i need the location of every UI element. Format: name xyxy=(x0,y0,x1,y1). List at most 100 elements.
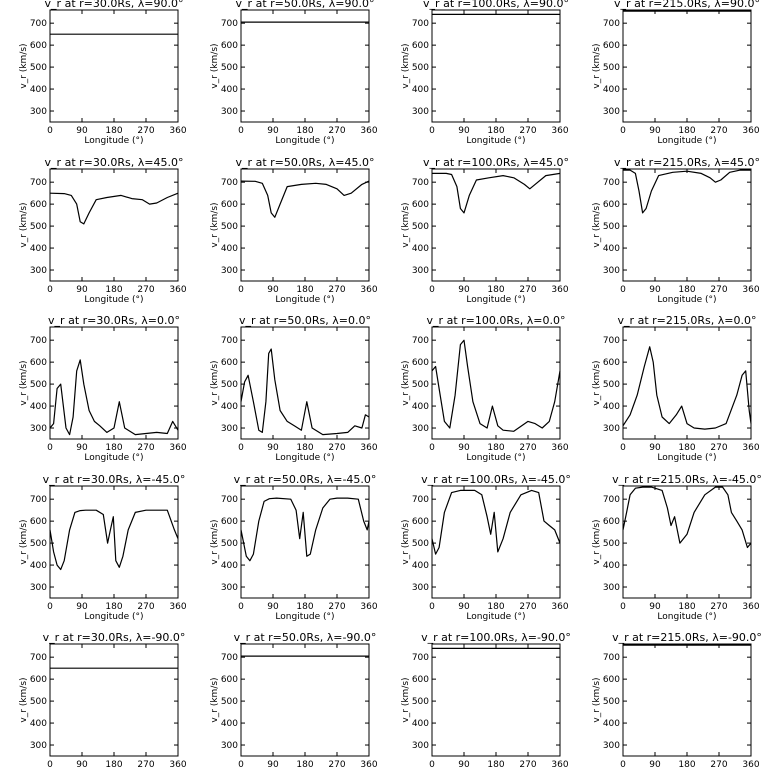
series-line xyxy=(431,489,561,555)
x-tick-label: 0 xyxy=(47,126,53,136)
series-line xyxy=(49,359,179,436)
y-tick-label: 700 xyxy=(412,19,429,29)
x-tick-label: 90 xyxy=(267,443,279,453)
panel-title: v_r at r=100.0Rs, λ=-90.0° xyxy=(421,631,571,644)
y-tick-label: 400 xyxy=(412,85,429,95)
x-tick-label: 360 xyxy=(551,285,568,295)
x-tick-label: 270 xyxy=(328,285,345,295)
panel-title: v_r at r=50.0Rs, λ=-90.0° xyxy=(234,631,377,644)
x-tick-label: 270 xyxy=(519,602,536,612)
x-tick-label: 270 xyxy=(137,760,154,768)
panel-title: v_r at r=50.0Rs, λ=90.0° xyxy=(236,0,375,10)
y-tick-label: 500 xyxy=(221,539,238,549)
y-tick-label: 400 xyxy=(412,402,429,412)
y-tick-label: 700 xyxy=(30,336,47,346)
x-tick-label: 360 xyxy=(360,126,377,136)
y-axis-label: v_r (km/s) xyxy=(19,43,29,88)
y-tick-label: 500 xyxy=(30,222,47,232)
x-tick-label: 270 xyxy=(710,760,727,768)
y-axis-label: v_r (km/s) xyxy=(19,202,29,247)
panel-title: v_r at r=100.0Rs, λ=-45.0° xyxy=(421,473,571,486)
y-axis-label: v_r (km/s) xyxy=(210,43,220,88)
y-axis-label: v_r (km/s) xyxy=(592,202,602,247)
x-tick-label: 180 xyxy=(487,285,504,295)
x-axis-label: Longitude (°) xyxy=(275,453,334,463)
x-tick-label: 0 xyxy=(47,285,53,295)
y-tick-label: 700 xyxy=(412,336,429,346)
x-axis-label: Longitude (°) xyxy=(275,612,334,622)
y-tick-label: 300 xyxy=(221,107,238,117)
y-tick-label: 600 xyxy=(603,675,620,685)
y-tick-label: 700 xyxy=(30,653,47,663)
x-tick-label: 180 xyxy=(105,285,122,295)
x-tick-label: 90 xyxy=(76,602,88,612)
x-tick-label: 0 xyxy=(238,443,244,453)
panel-frame xyxy=(240,9,370,123)
y-tick-label: 400 xyxy=(221,85,238,95)
y-tick-label: 300 xyxy=(603,424,620,434)
y-tick-label: 600 xyxy=(30,517,47,527)
y-tick-label: 500 xyxy=(603,380,620,390)
y-tick-label: 600 xyxy=(221,200,238,210)
y-axis-label: v_r (km/s) xyxy=(401,360,411,405)
y-tick-label: 600 xyxy=(30,41,47,51)
x-tick-label: 90 xyxy=(267,126,279,136)
x-tick-label: 360 xyxy=(360,760,377,768)
y-tick-label: 400 xyxy=(221,561,238,571)
y-tick-label: 500 xyxy=(221,697,238,707)
x-tick-label: 180 xyxy=(678,760,695,768)
y-axis-label: v_r (km/s) xyxy=(19,360,29,405)
x-tick-label: 180 xyxy=(487,443,504,453)
y-tick-label: 600 xyxy=(221,358,238,368)
x-axis-label: Longitude (°) xyxy=(466,136,525,146)
y-tick-label: 700 xyxy=(221,19,238,29)
y-tick-label: 700 xyxy=(603,336,620,346)
y-tick-label: 300 xyxy=(412,741,429,751)
y-tick-label: 600 xyxy=(221,517,238,527)
y-tick-label: 300 xyxy=(603,107,620,117)
x-axis-label: Longitude (°) xyxy=(657,453,716,463)
y-tick-label: 600 xyxy=(603,41,620,51)
x-tick-label: 90 xyxy=(458,760,470,768)
x-axis-label: Longitude (°) xyxy=(466,612,525,622)
x-tick-label: 360 xyxy=(169,443,186,453)
y-tick-label: 600 xyxy=(603,200,620,210)
x-axis-label: Longitude (°) xyxy=(84,136,143,146)
x-tick-label: 90 xyxy=(458,443,470,453)
x-tick-label: 360 xyxy=(169,760,186,768)
x-tick-label: 360 xyxy=(742,126,759,136)
x-tick-label: 360 xyxy=(742,602,759,612)
series-line xyxy=(431,339,561,432)
x-tick-label: 360 xyxy=(169,285,186,295)
x-tick-label: 0 xyxy=(429,126,435,136)
y-tick-label: 500 xyxy=(221,222,238,232)
x-tick-label: 180 xyxy=(487,760,504,768)
series-line xyxy=(622,486,752,549)
x-tick-label: 90 xyxy=(649,760,661,768)
panel-title: v_r at r=50.0Rs, λ=45.0° xyxy=(236,156,375,169)
y-tick-label: 700 xyxy=(30,495,47,505)
x-tick-label: 270 xyxy=(519,760,536,768)
x-tick-label: 0 xyxy=(238,126,244,136)
x-tick-label: 90 xyxy=(649,126,661,136)
y-tick-label: 500 xyxy=(603,539,620,549)
x-tick-label: 90 xyxy=(649,285,661,295)
y-tick-label: 600 xyxy=(412,517,429,527)
y-tick-label: 300 xyxy=(221,583,238,593)
y-tick-label: 700 xyxy=(603,19,620,29)
x-axis-label: Longitude (°) xyxy=(84,295,143,305)
y-tick-label: 300 xyxy=(412,266,429,276)
y-tick-label: 300 xyxy=(603,741,620,751)
x-tick-label: 0 xyxy=(620,126,626,136)
panel-title: v_r at r=215.0Rs, λ=0.0° xyxy=(618,314,757,327)
y-tick-label: 500 xyxy=(221,63,238,73)
x-tick-label: 270 xyxy=(519,126,536,136)
y-tick-label: 400 xyxy=(30,561,47,571)
panel-frame xyxy=(431,643,561,757)
y-tick-label: 300 xyxy=(412,583,429,593)
y-tick-label: 500 xyxy=(412,63,429,73)
x-tick-label: 90 xyxy=(458,126,470,136)
x-tick-label: 90 xyxy=(649,602,661,612)
y-tick-label: 600 xyxy=(412,675,429,685)
panel-frame xyxy=(622,643,752,757)
